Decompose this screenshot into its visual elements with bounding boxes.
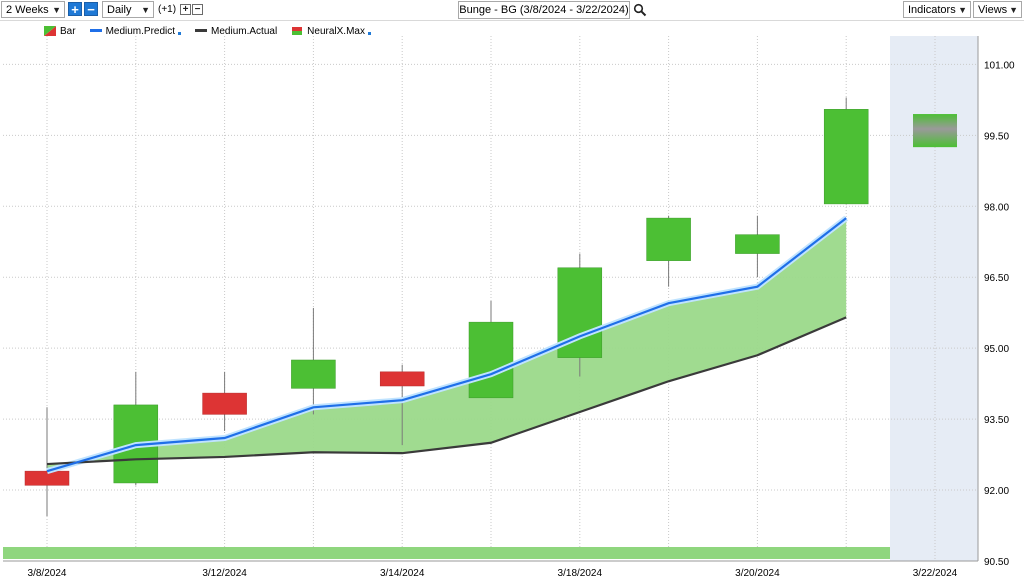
y-tick-label: 95.00: [984, 344, 1009, 355]
legend-item-bar: Bar: [44, 25, 76, 37]
medium-actual-line: [46, 316, 847, 466]
zoom-out-button[interactable]: −: [84, 2, 98, 16]
chevron-down-icon: ▼: [1009, 5, 1018, 15]
medium-predict-line: [46, 217, 847, 473]
x-tick-label: 3/12/2024: [202, 568, 247, 579]
x-tick-label: 3/22/2024: [913, 568, 958, 579]
chevron-down-icon: ▼: [958, 5, 967, 15]
x-tick-label: 3/18/2024: [558, 568, 603, 579]
y-tick-label: 96.50: [984, 273, 1009, 284]
period-dropdown[interactable]: 2 Weeks ▼: [1, 1, 65, 18]
interval-dropdown[interactable]: Daily ▼: [102, 1, 154, 18]
y-tick-label: 92.00: [984, 486, 1009, 497]
candle-body[interactable]: [202, 392, 247, 415]
candle-body[interactable]: [24, 470, 70, 486]
indicators-dropdown[interactable]: Indicators ▼: [903, 1, 971, 18]
views-label: Views: [978, 3, 1008, 16]
candle-body[interactable]: [379, 371, 425, 387]
y-tick-label: 99.50: [984, 131, 1009, 142]
y-tick-label: 93.50: [984, 415, 1009, 426]
x-tick-label: 3/20/2024: [735, 568, 780, 579]
legend-label: Medium.Predict: [105, 25, 176, 37]
offset-minus-button[interactable]: −: [192, 4, 203, 15]
candle-body[interactable]: [468, 321, 514, 399]
legend-label: NeuralX.Max: [307, 25, 365, 37]
forecast-bar[interactable]: [913, 114, 957, 148]
settings-dot-icon[interactable]: [178, 32, 182, 35]
indicator-band: [3, 547, 890, 559]
legend-label: Bar: [60, 25, 76, 37]
indicators-label: Indicators: [908, 3, 956, 16]
symbol-title[interactable]: Bunge - BG (3/8/2024 - 3/22/2024): [458, 1, 630, 19]
flag-legend-icon: [292, 27, 303, 35]
settings-dot-icon[interactable]: [367, 32, 371, 35]
legend-item-medium-actual: Medium.Actual: [195, 25, 277, 37]
offset-plus-button[interactable]: +: [180, 4, 191, 15]
period-value: 2 Weeks: [6, 3, 49, 16]
y-tick-label: 90.50: [984, 557, 1009, 568]
legend-label: Medium.Actual: [211, 25, 278, 37]
x-tick-label: 3/14/2024: [380, 568, 425, 579]
y-tick-label: 98.00: [984, 202, 1009, 213]
toolbar: 2 Weeks ▼ + − Daily ▼ (+1) + − Bunge - B…: [0, 0, 1024, 21]
chevron-down-icon: ▼: [52, 5, 61, 15]
chart-legend: Bar Medium.Predict Medium.Actual NeuralX…: [44, 25, 385, 37]
y-tick-label: 101.00: [984, 60, 1015, 71]
line-legend-icon: [89, 29, 102, 32]
legend-item-medium-predict: Medium.Predict: [89, 25, 182, 37]
candle-body[interactable]: [291, 359, 336, 389]
interval-value: Daily: [107, 3, 132, 16]
offset-label: (+1): [158, 4, 177, 15]
predict-actual-fill: [47, 218, 847, 472]
search-icon[interactable]: [633, 3, 647, 17]
candle-body[interactable]: [646, 217, 691, 261]
symbol-title-text: Bunge - BG (3/8/2024 - 3/22/2024): [459, 4, 629, 16]
bar-legend-icon: [44, 26, 56, 36]
legend-item-neuralx-max: NeuralX.Max: [291, 25, 371, 37]
zoom-in-button[interactable]: +: [68, 2, 82, 16]
chevron-down-icon: ▼: [141, 5, 150, 15]
candle-body[interactable]: [823, 109, 869, 205]
candle-body[interactable]: [735, 234, 780, 254]
line-legend-icon: [195, 29, 208, 32]
x-tick-label: 3/8/2024: [28, 568, 67, 579]
views-dropdown[interactable]: Views ▼: [973, 1, 1022, 18]
